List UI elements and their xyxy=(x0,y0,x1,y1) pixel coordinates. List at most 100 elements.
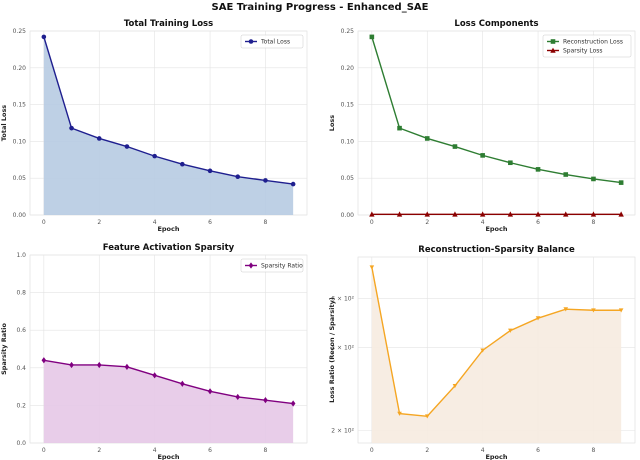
data-point xyxy=(424,414,430,419)
data-point xyxy=(590,211,597,217)
data-point xyxy=(618,308,624,313)
data-point xyxy=(41,357,47,364)
area-fill-1 xyxy=(43,36,294,215)
y-tick-label: 0.4 xyxy=(16,365,26,372)
x-tick-label: 0 xyxy=(42,447,46,454)
legend-box xyxy=(240,258,304,273)
y-tick-label: 0.25 xyxy=(341,28,355,35)
data-point xyxy=(591,308,596,313)
data-point xyxy=(479,211,486,217)
legend-label: Total Loss xyxy=(260,39,290,46)
x-axis-label: Epoch xyxy=(157,225,179,233)
x-axis-label: Epoch xyxy=(157,453,179,460)
data-point xyxy=(41,34,47,40)
data-point xyxy=(235,174,241,180)
legend: Reconstruction Loss Sparsity Loss xyxy=(542,34,632,58)
x-tick-label: 4 xyxy=(481,219,485,226)
data-point xyxy=(290,181,296,187)
x-tick-label: 0 xyxy=(370,447,374,454)
y-axis-label: Sparsity Ratio xyxy=(0,323,8,375)
subplot-title: Total Training Loss xyxy=(124,19,213,29)
data-point xyxy=(124,363,130,370)
area-fill-1 xyxy=(43,360,294,443)
y-axis-label: Total Loss xyxy=(0,105,8,141)
data-point xyxy=(508,160,513,166)
series-line-1 xyxy=(43,359,294,405)
legend-marker xyxy=(248,39,254,44)
legend-box xyxy=(240,34,304,49)
legend: Sparsity Ratio xyxy=(240,258,304,273)
x-tick-label: 6 xyxy=(536,447,540,454)
data-point xyxy=(180,380,185,387)
legend-marker xyxy=(248,262,254,269)
area-fill-1 xyxy=(371,267,622,443)
data-point xyxy=(424,136,430,141)
data-point xyxy=(290,400,296,407)
data-point xyxy=(508,328,513,333)
subplot-title: Feature Activation Sparsity xyxy=(103,243,235,253)
x-tick-label: 2 xyxy=(425,447,429,454)
data-point xyxy=(152,153,157,159)
data-point xyxy=(96,361,102,369)
x-tick-label: 4 xyxy=(153,447,157,454)
data-point xyxy=(507,211,514,217)
legend-marker xyxy=(550,47,556,53)
legend-marker xyxy=(550,39,556,44)
x-tick-label: 8 xyxy=(264,447,268,454)
data-point xyxy=(69,125,74,131)
y-tick-label: 0.05 xyxy=(341,175,355,182)
data-point xyxy=(263,397,268,404)
series-line-1 xyxy=(43,36,294,185)
subplot-2: 0.00 0.05 0.10 0.15 0.20 0.25 0 2 4 6 8 Loss Compon… xyxy=(328,19,636,233)
x-axis-label: Epoch xyxy=(485,453,507,460)
y-tick-label: 0.15 xyxy=(13,102,27,109)
y-tick-label: 0.2 xyxy=(16,402,26,409)
x-tick-label: 4 xyxy=(153,219,157,226)
legend-label: Sparsity Loss xyxy=(563,48,603,55)
data-point xyxy=(480,348,485,353)
x-tick-label: 8 xyxy=(264,219,268,226)
data-point xyxy=(369,265,375,270)
x-tick-label: 8 xyxy=(592,447,596,454)
y-tick-label: 0.00 xyxy=(341,212,355,219)
subplot-title: Reconstruction-Sparsity Balance xyxy=(418,245,575,255)
data-point xyxy=(618,180,624,185)
data-point xyxy=(452,144,458,149)
data-point xyxy=(591,176,596,182)
series-line-1 xyxy=(371,267,622,417)
x-tick-label: 0 xyxy=(42,219,46,226)
y-tick-label: 1.0 xyxy=(16,252,26,259)
x-tick-label: 2 xyxy=(97,219,101,226)
data-point xyxy=(563,307,569,312)
data-point xyxy=(69,361,74,369)
data-point xyxy=(452,383,458,389)
data-point xyxy=(124,144,130,149)
data-point xyxy=(563,211,569,217)
y-tick-label: 0.10 xyxy=(13,138,27,145)
x-tick-label: 2 xyxy=(97,447,101,454)
data-point xyxy=(535,167,541,172)
legend-box xyxy=(542,34,632,58)
data-point xyxy=(563,172,569,177)
legend: Total Loss xyxy=(240,34,304,49)
data-point xyxy=(397,411,402,416)
data-point xyxy=(424,211,430,217)
legend-label: Sparsity Ratio xyxy=(261,263,303,270)
y-tick-label: 0.00 xyxy=(13,212,27,219)
x-tick-label: 2 xyxy=(425,219,429,226)
subplot-4: 2 × 10² 4 × 10² 6 × 10² 0 2 4 6 8 Reconstruction… xyxy=(328,245,636,460)
data-point xyxy=(207,388,213,395)
y-axis-label: Loss xyxy=(328,115,336,131)
y-tick-label: 0.6 xyxy=(16,327,26,334)
data-point xyxy=(396,211,403,217)
data-point xyxy=(152,372,157,379)
data-point xyxy=(369,211,375,217)
data-point xyxy=(369,34,375,40)
x-tick-label: 4 xyxy=(481,447,485,454)
y-axis-label: Loss Ratio (Recon / Sparsity) xyxy=(328,297,336,403)
y-tick-label: 0.25 xyxy=(13,28,27,35)
legend-label: Reconstruction Loss xyxy=(563,39,623,46)
data-point xyxy=(535,211,541,217)
figure-title: SAE Training Progress - Enhanced_SAE xyxy=(212,2,429,13)
y-tick-label: 0.20 xyxy=(13,65,27,72)
